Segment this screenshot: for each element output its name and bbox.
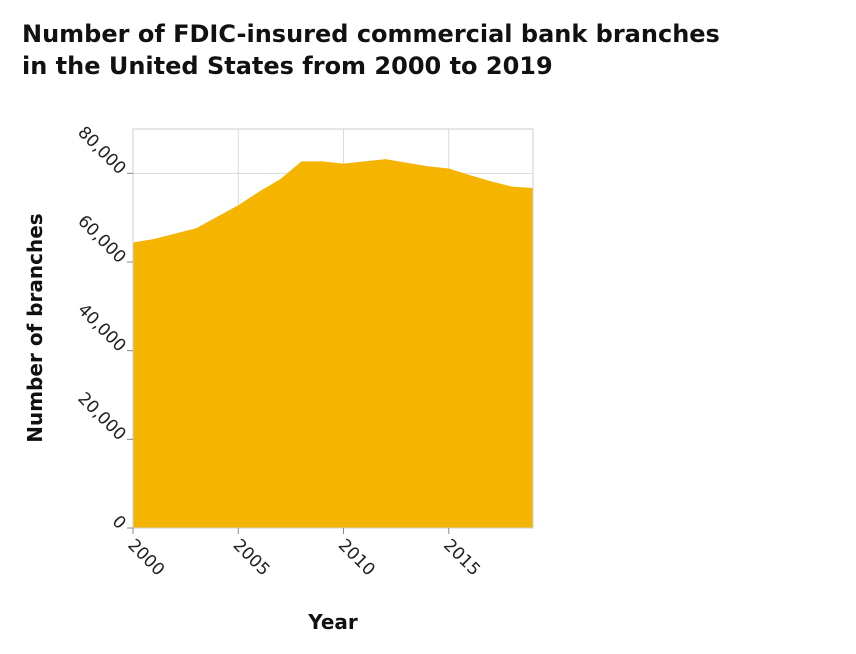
y-tick-label-0: 0	[108, 512, 130, 534]
area-series	[133, 159, 533, 528]
y-tick-label-1: 20,000	[73, 389, 129, 445]
y-axis-title: Number of branches	[23, 213, 47, 442]
x-tick-label-2015: 2015	[439, 535, 484, 580]
chart-title-line-1: Number of FDIC-insured commercial bank b…	[22, 20, 720, 48]
x-axis-ticks: 2000 2005 2010 2015	[123, 528, 484, 580]
y-axis-ticks: 0 20,000 40,000 60,000 80,000	[73, 123, 133, 534]
x-tick-label-2000: 2000	[123, 535, 168, 580]
x-tick-label-2010: 2010	[334, 535, 379, 580]
chart-title-line-2: in the United States from 2000 to 2019	[22, 52, 553, 80]
x-tick-label-2005: 2005	[229, 535, 274, 580]
y-tick-label-3: 60,000	[73, 211, 129, 267]
branches-area	[133, 159, 533, 528]
y-tick-label-4: 80,000	[73, 123, 129, 179]
plot-frame	[132, 128, 534, 529]
y-tick-label-2: 40,000	[73, 300, 129, 356]
x-axis-title: Year	[307, 610, 358, 634]
chart-title: Number of FDIC-insured commercial bank b…	[22, 20, 720, 80]
